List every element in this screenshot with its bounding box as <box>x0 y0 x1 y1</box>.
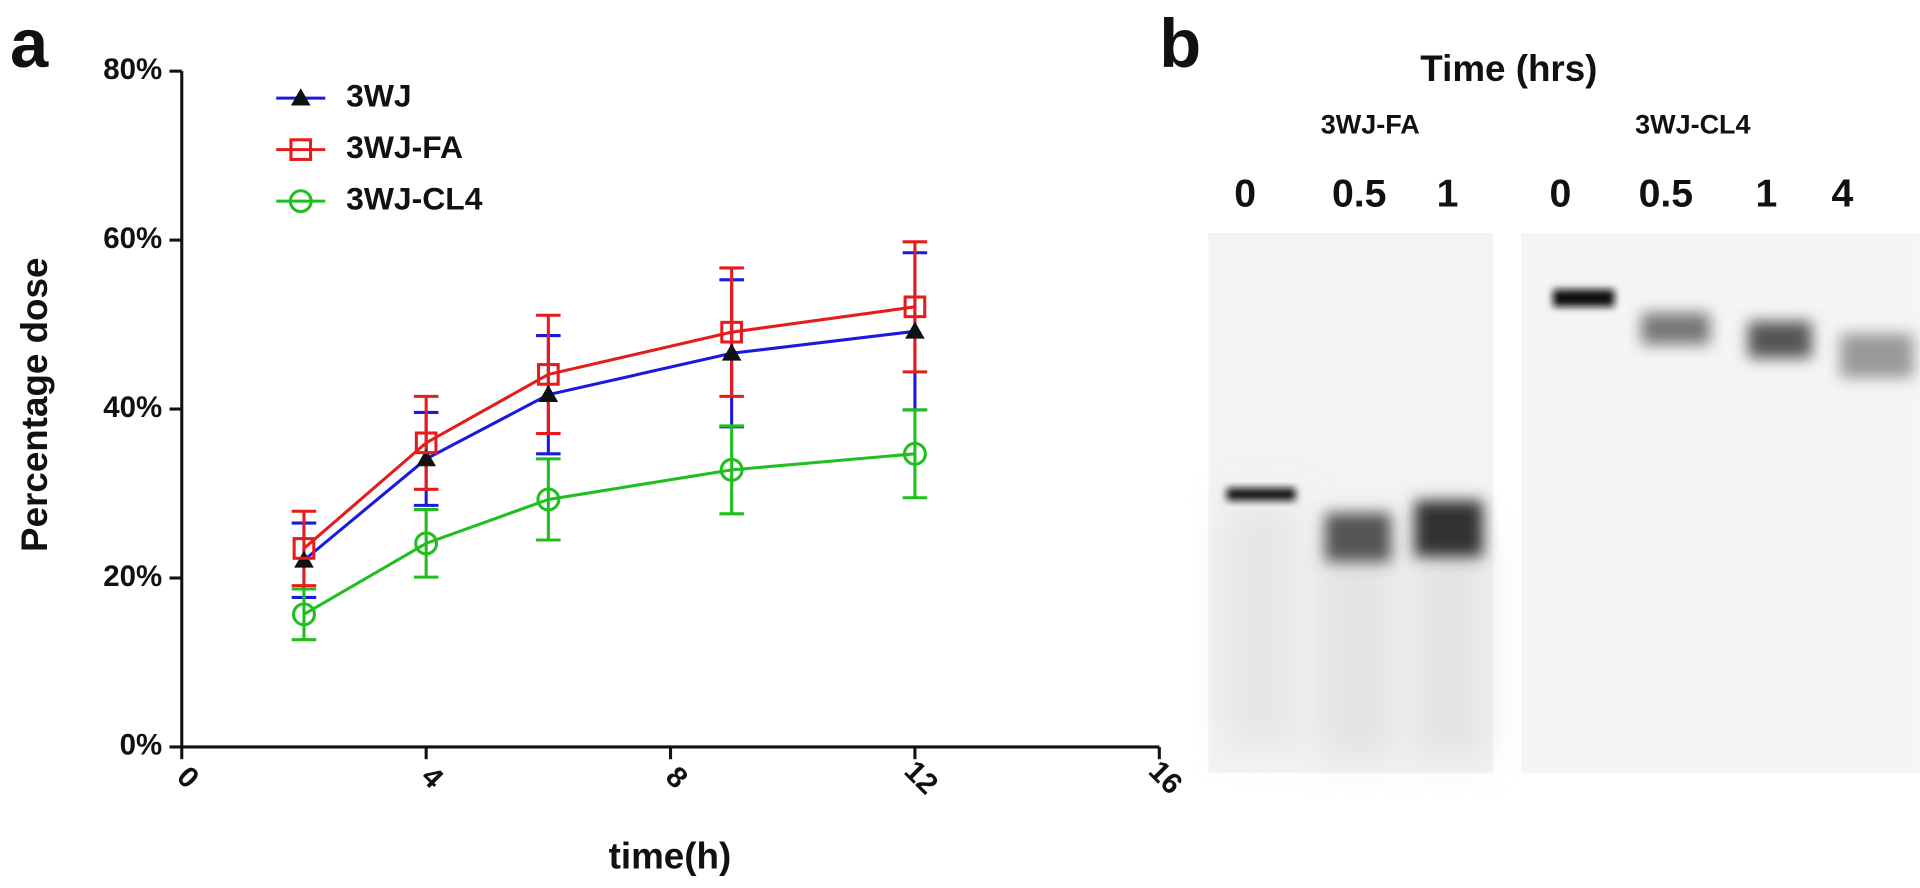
legend-label: 3WJ <box>346 78 412 114</box>
x-tick-label: 16 <box>1142 754 1188 800</box>
gel-smear <box>1413 539 1487 761</box>
gel-band <box>1840 333 1914 378</box>
legend-marker <box>290 88 311 106</box>
marker <box>414 431 438 455</box>
lane-label: 0.5 <box>1332 172 1387 216</box>
marker <box>538 384 559 403</box>
y-tick-label: 80% <box>103 53 162 86</box>
gel-group-label: 3WJ-FA <box>1321 109 1420 139</box>
x-tick-label: 8 <box>659 760 694 795</box>
marker <box>537 363 560 386</box>
marker <box>903 295 927 319</box>
marker <box>719 457 744 482</box>
marker <box>902 441 927 466</box>
gel-band <box>1748 321 1812 359</box>
marker <box>720 320 743 344</box>
lane-label: 1 <box>1756 172 1778 216</box>
marker <box>292 537 316 560</box>
line <box>302 329 916 562</box>
legend-marker <box>288 189 313 214</box>
marker <box>414 531 439 556</box>
panel-letter: b <box>1159 5 1201 82</box>
y-tick-label: 0% <box>120 729 163 762</box>
line <box>303 452 916 616</box>
lane-label: 0 <box>1549 172 1571 216</box>
gel-band <box>1414 500 1484 557</box>
marker <box>292 602 316 627</box>
gel-group-label: 3WJ-CL4 <box>1635 109 1750 139</box>
gel-smear <box>1224 502 1298 749</box>
marker <box>905 321 925 339</box>
lane-label: 4 <box>1832 172 1854 216</box>
legend-label: 3WJ-CL4 <box>346 181 483 217</box>
gel-smear <box>1318 539 1395 761</box>
y-axis-title: Percentage dose <box>14 258 55 552</box>
error-bar <box>902 240 928 374</box>
gel-band <box>1641 312 1711 345</box>
gel-band <box>1553 289 1615 307</box>
lane-label: 1 <box>1437 172 1459 216</box>
y-tick-label: 60% <box>103 222 162 255</box>
legend-marker <box>289 138 313 161</box>
y-tick-label: 40% <box>103 391 162 424</box>
marker <box>536 487 561 512</box>
lane-label: 0 <box>1234 172 1256 216</box>
x-tick-label: 12 <box>898 754 944 800</box>
legend-label: 3WJ-FA <box>346 129 463 165</box>
x-tick-label: 4 <box>415 760 450 795</box>
gel-background <box>1521 233 1920 773</box>
lane-label: 0.5 <box>1639 172 1694 216</box>
x-axis-title: time(h) <box>609 835 732 876</box>
y-tick-label: 20% <box>103 560 162 593</box>
panel-letter: a <box>10 5 49 82</box>
gel-image <box>1208 233 1920 773</box>
gel-title: Time (hrs) <box>1420 48 1597 89</box>
gel-band <box>1226 488 1296 501</box>
error-bar <box>291 509 317 588</box>
marker <box>416 449 436 467</box>
line <box>302 305 916 550</box>
x-tick-label: 0 <box>170 760 205 795</box>
marker <box>721 343 742 361</box>
gel-band <box>1324 512 1392 562</box>
